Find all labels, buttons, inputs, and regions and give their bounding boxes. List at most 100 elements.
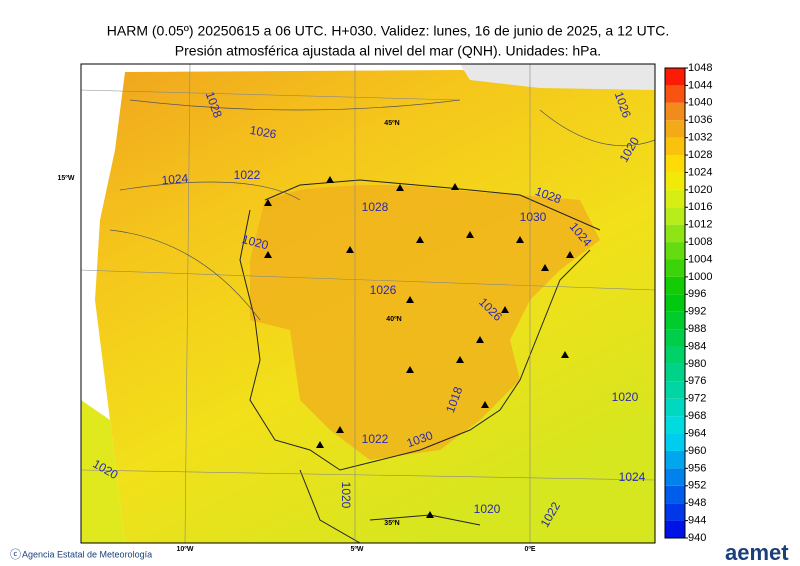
contour-label: 1024 xyxy=(619,470,646,484)
isobars xyxy=(109,99,655,321)
colorbar-label: 960 xyxy=(688,445,706,457)
colorbar-label: 1000 xyxy=(688,271,712,283)
colorbar-label: 948 xyxy=(688,497,706,509)
colorbar-segment xyxy=(665,311,685,330)
map-frame xyxy=(80,63,656,544)
colorbar-segment xyxy=(665,398,685,417)
colorbar-segment xyxy=(665,276,685,295)
contour-label: 1020 xyxy=(612,390,639,404)
title: HARM (0.05º) 20250615 a 06 UTC. H+030. V… xyxy=(107,23,669,39)
station xyxy=(264,251,272,258)
colorbar-label: 1044 xyxy=(688,79,712,91)
colorbar-segment xyxy=(665,102,685,121)
station xyxy=(516,236,524,243)
colorbar-segment xyxy=(665,468,685,486)
iberia-high xyxy=(250,185,600,460)
colorbar-label: 1036 xyxy=(688,114,712,126)
colorbar-segment xyxy=(665,207,685,225)
station xyxy=(476,336,484,343)
colorbar-segment xyxy=(665,363,685,382)
station xyxy=(316,441,324,448)
colorbar-segment xyxy=(665,520,685,538)
station xyxy=(566,251,574,258)
map xyxy=(81,64,655,543)
graticule-label: 10ºW xyxy=(177,546,194,553)
station xyxy=(561,351,569,358)
colorbar-label: 944 xyxy=(688,514,706,526)
colorbar-label: 972 xyxy=(688,393,706,405)
station xyxy=(456,356,464,363)
colorbar-label: 956 xyxy=(688,462,706,474)
station xyxy=(481,401,489,408)
graticule-label: 45ºN xyxy=(384,120,399,127)
contour-label: 1028 xyxy=(362,200,389,214)
colorbar-label: 1040 xyxy=(688,97,712,109)
colorbar-segment xyxy=(665,224,685,243)
graticule-label: 5ºW xyxy=(350,546,363,553)
station xyxy=(501,306,509,313)
colorbar-segment xyxy=(665,172,685,190)
outside-domain xyxy=(460,64,655,90)
contour-label: 1020 xyxy=(339,482,353,509)
contour-label: 1020 xyxy=(474,502,501,516)
colorbar-label: 1016 xyxy=(688,201,712,213)
colorbar-segment xyxy=(665,259,685,277)
colorbar-segment xyxy=(665,242,685,260)
colorbar-label: 1048 xyxy=(688,62,712,74)
station xyxy=(406,366,414,373)
graticule-label: 40ºN xyxy=(386,316,401,323)
logo: aemet xyxy=(725,540,789,565)
colorbar-segment xyxy=(665,137,685,156)
colorbar-label: 1028 xyxy=(688,149,712,161)
colorbar-segment xyxy=(665,68,685,86)
colorbar-label: 988 xyxy=(688,323,706,335)
colorbar-label: 964 xyxy=(688,427,706,439)
footer-icon: ⓒ xyxy=(10,548,21,561)
colorbar-segment xyxy=(665,85,685,103)
colorbar-segment xyxy=(665,450,685,469)
field-edge xyxy=(81,400,125,543)
station xyxy=(426,511,434,518)
station xyxy=(264,199,272,206)
colorbar-label: 940 xyxy=(688,532,706,544)
station xyxy=(336,426,344,433)
colorbar: 940 944 948 952 956 960 964 968 972 976 980 984 988 9… xyxy=(664,62,712,544)
colorbar-segment xyxy=(665,294,685,312)
colorbar-label: 976 xyxy=(688,375,706,387)
contour-label: 1026 xyxy=(249,123,278,141)
colorbar-label: 1008 xyxy=(688,236,712,248)
contour-label: 1024 xyxy=(161,171,189,187)
colorbar-segment xyxy=(665,155,685,173)
colorbar-segment xyxy=(665,433,685,451)
station xyxy=(346,246,354,253)
station xyxy=(396,184,404,191)
colorbar-segment xyxy=(665,120,685,138)
colorbar-label: 992 xyxy=(688,306,706,318)
contour-label: 1026 xyxy=(370,283,397,297)
colorbar-label: 1004 xyxy=(688,253,712,265)
colorbar-label: 984 xyxy=(688,340,706,352)
colorbar-segment xyxy=(665,416,685,434)
graticule-label: 0ºE xyxy=(524,546,535,553)
contour-label: 1020 xyxy=(241,232,271,253)
colorbar-segment xyxy=(665,381,685,399)
colorbar-label: 1020 xyxy=(688,184,712,196)
colorbar-segment xyxy=(665,189,685,208)
station xyxy=(416,236,424,243)
station xyxy=(451,183,459,190)
subtitle: Presión atmosférica ajustada al nivel de… xyxy=(175,43,601,59)
colorbar-frame xyxy=(664,67,686,539)
station xyxy=(541,264,549,271)
colorbar-label: 952 xyxy=(688,480,706,492)
footer-agency: Agencia Estatal de Meteorología xyxy=(22,549,152,559)
contour-label: 1022 xyxy=(362,432,389,446)
colorbar-label: 980 xyxy=(688,358,706,370)
colorbar-segment xyxy=(665,485,685,504)
station xyxy=(466,231,474,238)
contour-label: 1022 xyxy=(234,168,261,182)
colorbar-label: 996 xyxy=(688,288,706,300)
colorbar-segment xyxy=(665,329,685,347)
colorbar-label: 1012 xyxy=(688,219,712,231)
station xyxy=(406,296,414,303)
colorbar-label: 1032 xyxy=(688,132,712,144)
